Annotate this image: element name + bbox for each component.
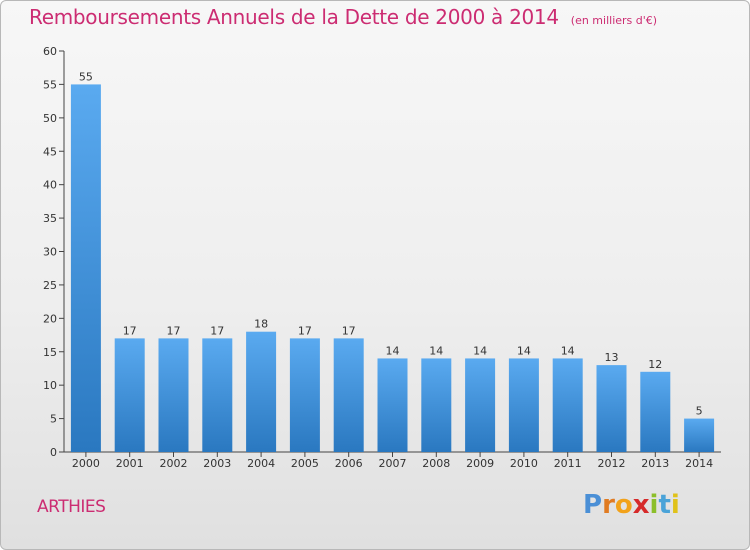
y-tick-label: 40 [43, 179, 57, 192]
y-tick-label: 60 [43, 45, 57, 58]
bar [246, 331, 277, 452]
y-tick-label: 50 [43, 112, 57, 125]
y-tick-label: 0 [50, 446, 57, 459]
commune-name: ARTHIES [37, 497, 106, 517]
proxiti-logo: Proxiti [583, 490, 680, 520]
bar-value-label: 17 [167, 324, 181, 337]
y-tick-label: 30 [43, 246, 57, 259]
logo-letter: r [602, 490, 615, 520]
bar-value-label: 12 [648, 358, 662, 371]
bar-value-label: 17 [123, 324, 137, 337]
chart-title-main: Remboursements Annuels de la Dette de 20… [29, 5, 559, 29]
bar-value-label: 17 [298, 324, 312, 337]
bar-value-label: 13 [605, 351, 619, 364]
bar [596, 365, 627, 452]
x-tick-label: 2001 [116, 457, 144, 470]
logo-letter: o [614, 490, 633, 520]
x-tick-label: 2002 [160, 457, 188, 470]
bar [333, 338, 364, 452]
chart-title-unit: (en milliers d'€) [570, 14, 658, 27]
logo-letter: x [632, 490, 650, 520]
bar [202, 338, 233, 452]
bar [70, 84, 101, 453]
bar [158, 338, 189, 452]
y-tick-label: 35 [43, 212, 57, 225]
logo-letter: P [583, 490, 603, 520]
bar-value-label: 14 [473, 344, 487, 357]
x-tick-label: 2006 [335, 457, 363, 470]
bar [684, 418, 715, 452]
chart-title: Remboursements Annuels de la Dette de 20… [29, 5, 657, 29]
bar [640, 371, 671, 452]
x-tick-label: 2010 [510, 457, 538, 470]
bar [377, 358, 408, 452]
x-tick-label: 2005 [291, 457, 319, 470]
y-axis: 0 5 10 15 20 25 30 35 40 45 50 55 60 [43, 45, 65, 459]
y-tick-label: 20 [43, 312, 57, 325]
x-tick-label: 2007 [379, 457, 407, 470]
x-tick-label: 2004 [247, 457, 275, 470]
y-tick-label: 55 [43, 78, 57, 91]
y-tick-label: 5 [50, 413, 57, 426]
x-tick-label: 2014 [685, 457, 713, 470]
x-axis: 2000 2001 2002 2003 2004 2005 2006 2007 2008 2009… [64, 451, 721, 470]
data-labels: 55 17 17 17 18 17 17 14 14 14 14 14 13 12 5 [79, 70, 703, 417]
bar-value-label: 17 [342, 324, 356, 337]
logo-letter: i [670, 490, 680, 520]
bar-value-label: 17 [210, 324, 224, 337]
bar [289, 338, 320, 452]
bar-value-label: 14 [386, 344, 400, 357]
bar [508, 358, 539, 452]
y-tick-label: 15 [43, 346, 57, 359]
x-tick-label: 2008 [422, 457, 450, 470]
bars [70, 84, 715, 453]
x-tick-label: 2009 [466, 457, 494, 470]
bar [114, 338, 145, 452]
x-tick-label: 2003 [203, 457, 231, 470]
bar-value-label: 14 [429, 344, 443, 357]
bar [421, 358, 452, 452]
bar-value-label: 18 [254, 318, 268, 331]
y-tick-label: 10 [43, 379, 57, 392]
y-tick-label: 45 [43, 145, 57, 158]
x-tick-label: 2000 [72, 457, 100, 470]
bar [552, 358, 583, 452]
bar-value-label: 5 [696, 405, 703, 418]
x-tick-label: 2011 [554, 457, 582, 470]
x-tick-label: 2012 [598, 457, 626, 470]
y-tick-label: 25 [43, 279, 57, 292]
bar-value-label: 14 [517, 344, 531, 357]
logo-letter: i [649, 490, 659, 520]
bar [465, 358, 496, 452]
bar-value-label: 14 [561, 344, 575, 357]
bar-value-label: 55 [79, 70, 93, 83]
logo-letter: t [658, 490, 671, 520]
x-tick-label: 2013 [641, 457, 669, 470]
